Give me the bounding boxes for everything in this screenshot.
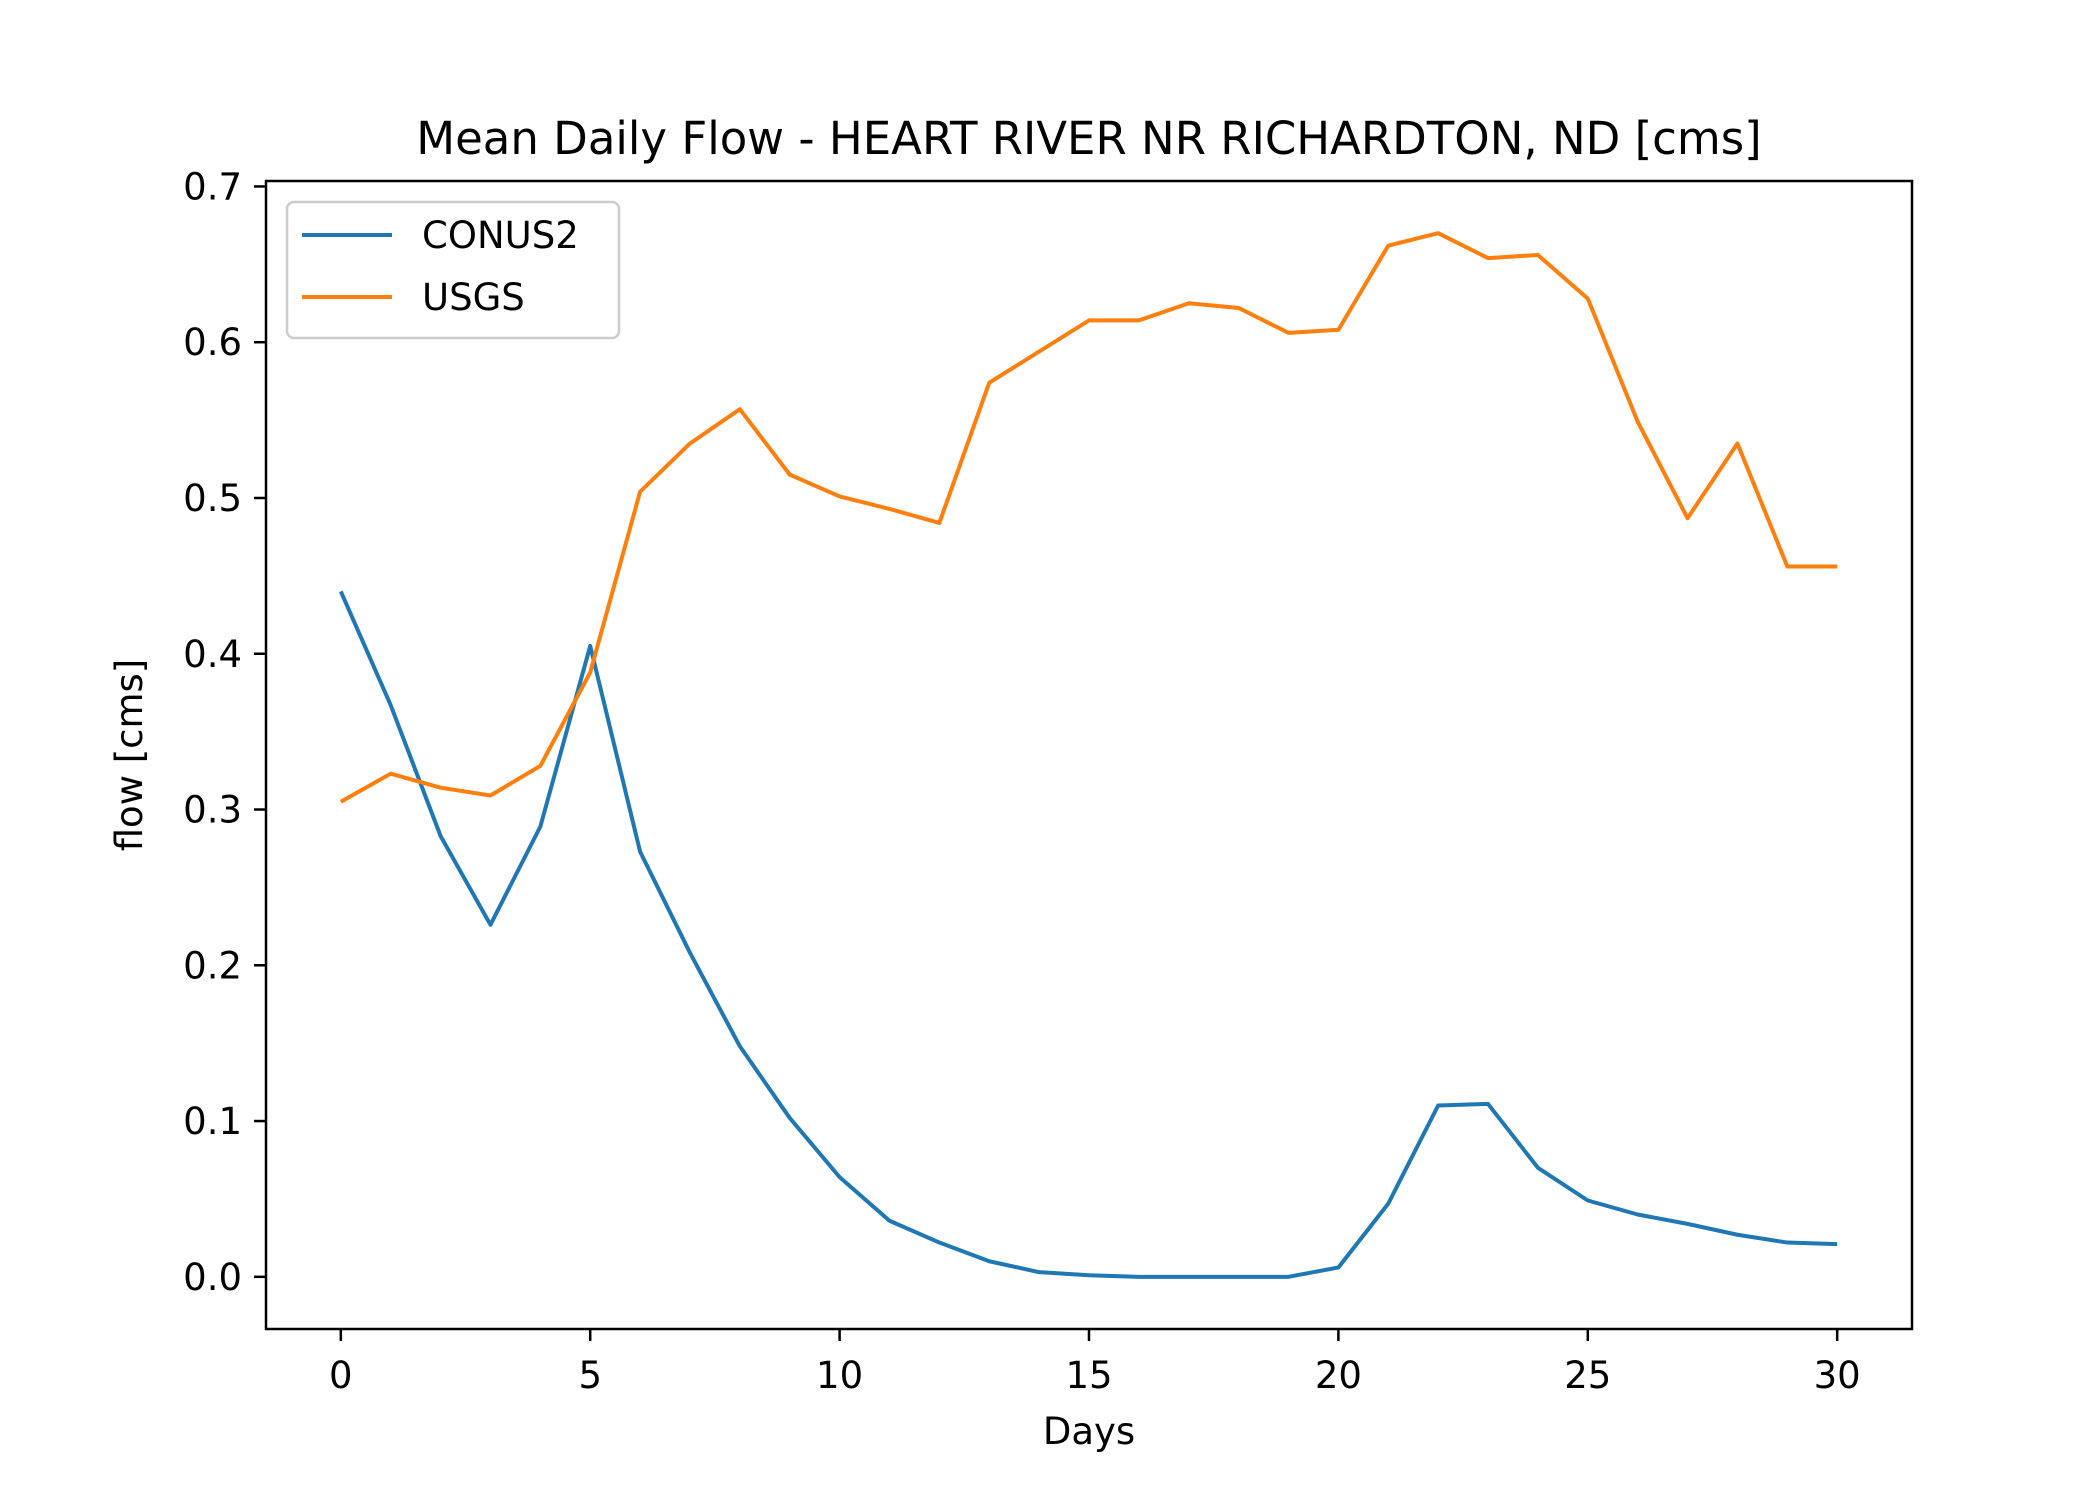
series-line-usgs [339,231,1838,804]
x-tick-label: 25 [1564,1354,1611,1397]
x-tick-label: 15 [1065,1354,1112,1397]
ticks-layer: 0 5 10 15 20 25 30 0.0 0.1 0.2 0.3 0.4 0.5 0.6 0.7 [183,165,1861,1397]
y-axis-label: flow [cms] [108,659,151,852]
legend-label-usgs: USGS [422,276,525,319]
x-tick-label: 5 [578,1354,602,1397]
legend-label-conus2: CONUS2 [422,214,579,257]
x-tick-label: 10 [816,1354,863,1397]
y-tick-label: 0.4 [183,633,242,676]
y-tick-label: 0.3 [183,789,242,832]
y-tick-label: 0.7 [183,165,242,208]
plot-area-background [266,181,1912,1329]
y-tick-label: 0.0 [183,1256,242,1299]
series-line-conus2 [338,590,1838,1279]
legend: CONUS2 USGS [285,200,621,340]
plot-frame [264,179,1914,1331]
series-layer [338,231,1838,1279]
x-tick-label: 0 [329,1354,353,1397]
y-tick-label: 0.5 [183,477,242,520]
x-tick-label: 20 [1315,1354,1362,1397]
y-tick-label: 0.2 [183,944,242,987]
chart-title: Mean Daily Flow - HEART RIVER NR RICHARD… [416,112,1761,165]
y-tick-label: 0.6 [183,321,242,364]
y-tick-label: 0.1 [183,1100,242,1143]
x-tick-label: 30 [1814,1354,1861,1397]
x-axis-label: Days [1043,1410,1135,1453]
